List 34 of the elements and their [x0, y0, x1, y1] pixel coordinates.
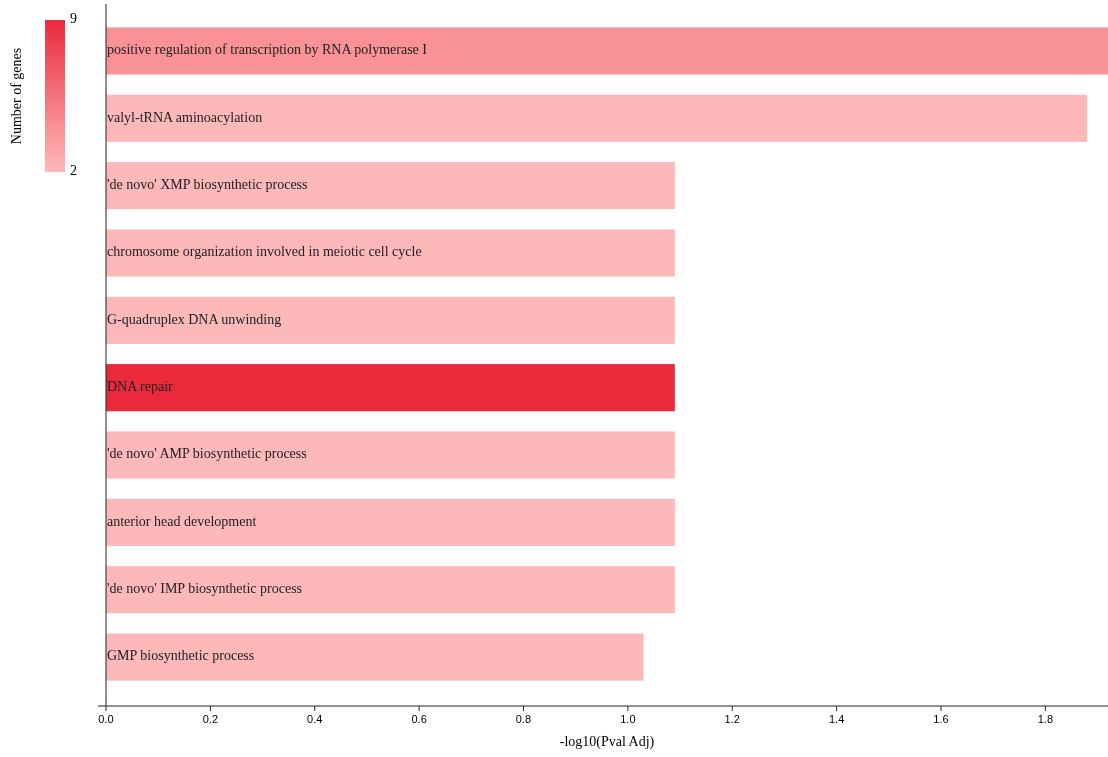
y-tick-label: 'de novo' XMP biosynthetic process	[107, 176, 308, 192]
x-tick-label: 1.4	[828, 713, 845, 725]
x-tick-label: 0.6	[411, 713, 427, 725]
x-tick-label: 0.8	[515, 713, 532, 725]
bar	[106, 566, 675, 614]
bar	[106, 498, 675, 546]
x-tick-label: 1.2	[724, 713, 740, 725]
bar	[106, 296, 675, 344]
x-tick-label: 0.0	[98, 713, 114, 725]
y-tick-label: G-quadruplex DNA unwinding	[107, 311, 282, 327]
y-tick-label: valyl-tRNA aminoacylation	[107, 109, 263, 125]
x-tick-label: 0.4	[307, 713, 323, 725]
bar	[106, 229, 675, 277]
x-axis-title: -log10(Pval Adj)	[559, 734, 655, 750]
y-tick-label: chromosome organization involved in meiotic cell cycle	[107, 244, 422, 260]
bar	[106, 431, 675, 479]
bar	[106, 162, 675, 210]
bar	[106, 94, 1088, 142]
x-tick-label: 0.2	[202, 713, 219, 725]
x-tick-label: 1.6	[933, 713, 949, 725]
bar	[106, 633, 644, 681]
x-tick-label: 1.8	[1037, 713, 1054, 725]
y-tick-label: positive regulation of transcription by RNA polymerase I	[107, 42, 428, 58]
x-tick-label: 1.0	[620, 713, 636, 725]
y-tick-label: 'de novo' AMP biosynthetic process	[107, 446, 307, 462]
y-tick-label: GMP biosynthetic process	[107, 648, 255, 664]
color-bar-title: Number of genes	[9, 47, 24, 145]
y-tick-label: DNA repair	[107, 378, 174, 394]
y-tick-label: anterior head development	[107, 513, 257, 529]
y-tick-label: 'de novo' IMP biosynthetic process	[107, 580, 303, 596]
color-bar-label: 2	[70, 163, 77, 179]
color-bar-label: 9	[70, 11, 77, 27]
bar	[106, 364, 675, 412]
bar	[106, 27, 1108, 75]
